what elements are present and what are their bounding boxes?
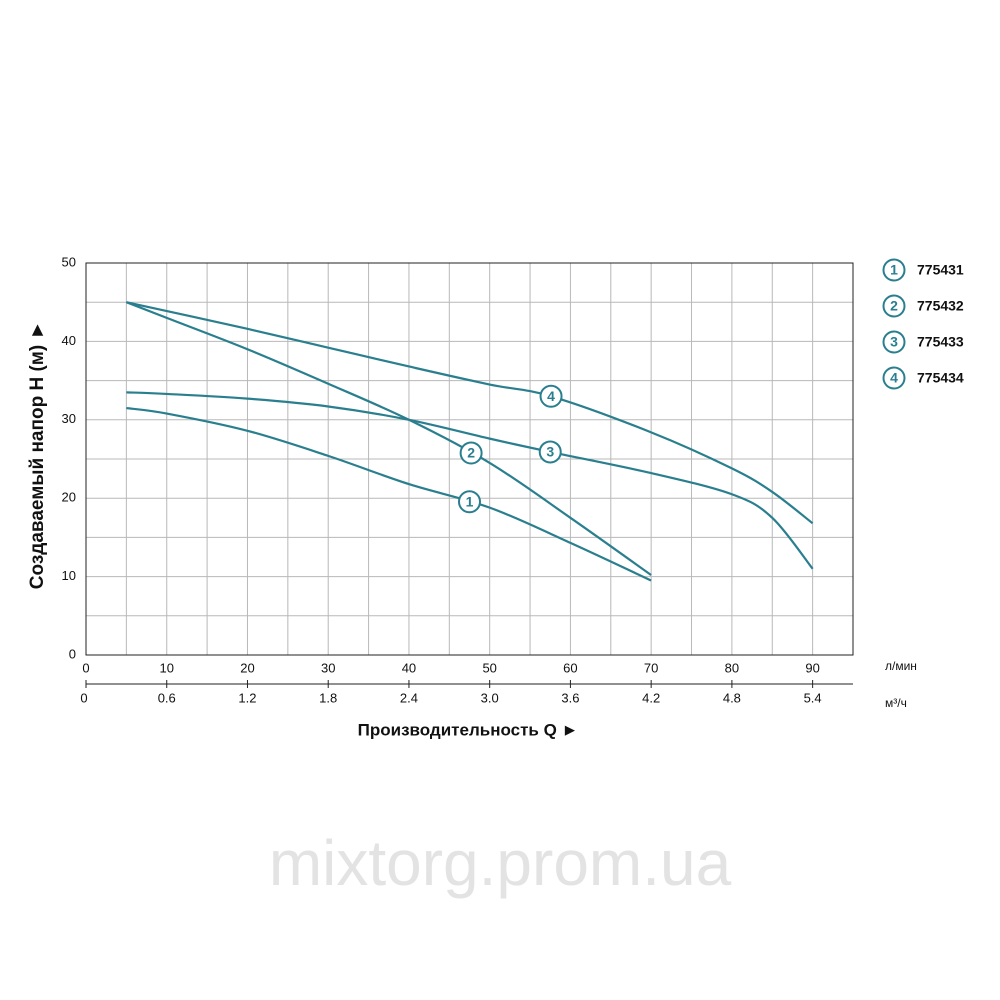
- legend-marker-circle: [882, 294, 906, 318]
- x2-unit: м³/ч: [885, 696, 907, 710]
- legend-marker: 3: [890, 334, 898, 350]
- curve-label: 1: [466, 493, 474, 509]
- x-tick-label: 50: [482, 660, 496, 675]
- y-tick-label: 40: [62, 333, 76, 348]
- x-tick-label: 30: [321, 660, 335, 675]
- y-tick-label: 20: [62, 490, 76, 505]
- curve-label-circle: [539, 384, 563, 408]
- plot-frame: [85, 262, 854, 656]
- legend-marker-circle: [882, 330, 906, 354]
- x2-tick-label: 4.8: [723, 690, 741, 705]
- x2-tick-label: 1.2: [238, 690, 256, 705]
- curve-label: 4: [547, 388, 555, 404]
- x2-tick-label: 0.6: [158, 690, 176, 705]
- y-tick-label: 0: [69, 646, 76, 661]
- x-tick-label: 0: [82, 660, 89, 675]
- x-tick-label: 90: [805, 660, 819, 675]
- y-axis-title: Создаваемый напор H (м) ►: [27, 321, 48, 590]
- legend-label: 775432: [917, 298, 964, 314]
- y-tick-label: 10: [62, 568, 76, 583]
- x2-tick-label: 3.6: [561, 690, 579, 705]
- x-unit: л/мин: [885, 659, 917, 673]
- x2-tick-label: 2.4: [400, 690, 418, 705]
- x2-tick-label: 5.4: [804, 690, 822, 705]
- curve-label-circle: [458, 490, 481, 514]
- legend-marker: 1: [890, 262, 898, 278]
- x-tick-label: 60: [563, 660, 577, 675]
- x-tick-label: 20: [240, 660, 254, 675]
- curve-label-circle: [538, 440, 562, 464]
- x-tick-label: 40: [402, 660, 416, 675]
- x2-tick-label: 4.2: [642, 690, 660, 705]
- x2-tick-label: 3.0: [481, 690, 499, 705]
- x-axis-title: Производительность Q ►: [358, 720, 579, 739]
- legend-marker: 2: [890, 298, 898, 314]
- curve: [126, 406, 652, 582]
- curve-label-circle: [459, 441, 483, 465]
- curve: [125, 301, 652, 576]
- legend-marker-circle: [882, 366, 906, 390]
- x-tick-label: 70: [644, 660, 658, 675]
- legend-label: 775433: [917, 334, 964, 350]
- y-tick-label: 50: [62, 254, 76, 269]
- curve-label: 2: [467, 445, 475, 461]
- x-tick-label: 10: [160, 660, 174, 675]
- x2-tick-label: 0: [80, 690, 87, 705]
- legend-label: 775434: [917, 370, 964, 386]
- legend-label: 775431: [917, 262, 964, 278]
- curve-label: 3: [546, 444, 554, 460]
- curve: [126, 301, 814, 525]
- curve: [126, 391, 814, 570]
- watermark: mixtorg.prom.ua: [269, 827, 732, 899]
- legend-marker: 4: [890, 370, 898, 386]
- x2-tick-label: 1.8: [319, 690, 337, 705]
- legend-marker-circle: [882, 258, 906, 282]
- x-tick-label: 80: [725, 660, 739, 675]
- y-tick-label: 30: [62, 411, 76, 426]
